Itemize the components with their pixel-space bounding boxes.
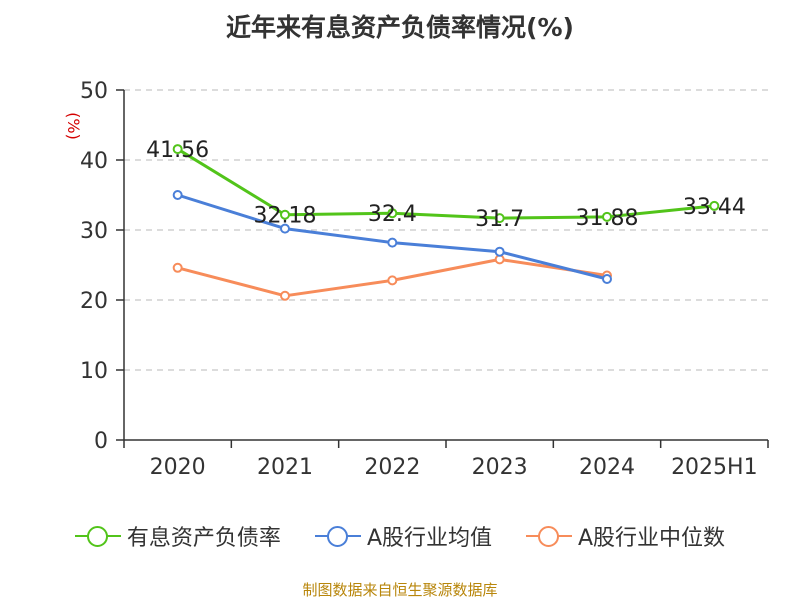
- data-point: [602, 274, 612, 284]
- y-tick-label: 10: [80, 359, 108, 384]
- grid-lines: [124, 89, 768, 371]
- series-lines: [172, 144, 720, 301]
- legend: 有息资产负债率 A股行业均值 A股行业中位数: [0, 520, 800, 552]
- axes: 0 10 20 30 40 50 2020 2021 2022 2023 2024 2025H1: [80, 79, 769, 480]
- data-point: [709, 200, 720, 211]
- legend-item[interactable]: A股行业均值: [314, 520, 492, 552]
- y-tick-label: 30: [80, 219, 108, 244]
- data-labels: 41.56 32.18 32.4 31.7 31.88 33.44: [146, 138, 746, 232]
- data-point: [387, 275, 398, 286]
- data-point: [280, 223, 290, 234]
- data-label: 33.44: [683, 195, 746, 220]
- data-point: [494, 213, 505, 224]
- data-point: [280, 209, 290, 220]
- x-tick-label: 2025H1: [671, 455, 758, 480]
- legend-label: A股行业中位数: [578, 526, 726, 551]
- legend-label: 有息资产负债率: [126, 526, 281, 551]
- y-tick-label: 40: [80, 149, 108, 174]
- legend-swatch-icon: [526, 525, 572, 547]
- data-label: 41.56: [146, 138, 209, 163]
- y-tick-label: 50: [80, 79, 108, 104]
- legend-swatch-icon: [74, 525, 121, 547]
- legend-label: A股行业均值: [366, 526, 492, 551]
- data-label: 32.4: [368, 202, 417, 227]
- x-tick-label: 2021: [257, 455, 313, 480]
- chart-title: 近年来有息资产负债率情况(%): [226, 13, 574, 42]
- x-tick-label: 2023: [472, 455, 528, 480]
- data-point: [387, 237, 398, 248]
- legend-item[interactable]: 有息资产负债率: [74, 520, 281, 552]
- data-point: [172, 144, 183, 155]
- x-tick-label: 2022: [364, 455, 420, 480]
- data-point: [280, 290, 290, 301]
- y-tick-label: 20: [80, 289, 108, 314]
- x-tick-label: 2020: [150, 455, 206, 480]
- data-point: [387, 208, 398, 219]
- data-point: [602, 211, 612, 222]
- data-point: [494, 246, 505, 257]
- data-label: 31.88: [576, 206, 639, 231]
- data-point: [172, 262, 183, 273]
- data-label: 32.18: [254, 204, 317, 229]
- series-line: [176, 147, 715, 220]
- y-tick-label: 0: [94, 429, 108, 454]
- y-axis-label: (%): [64, 112, 83, 140]
- legend-item[interactable]: A股行业中位数: [526, 520, 725, 552]
- x-tick-label: 2024: [579, 455, 635, 480]
- legend-swatch-icon: [314, 525, 361, 547]
- data-label: 31.7: [475, 207, 524, 232]
- data-point: [172, 190, 183, 200]
- source-note: 制图数据来自恒生聚源数据库: [302, 581, 498, 599]
